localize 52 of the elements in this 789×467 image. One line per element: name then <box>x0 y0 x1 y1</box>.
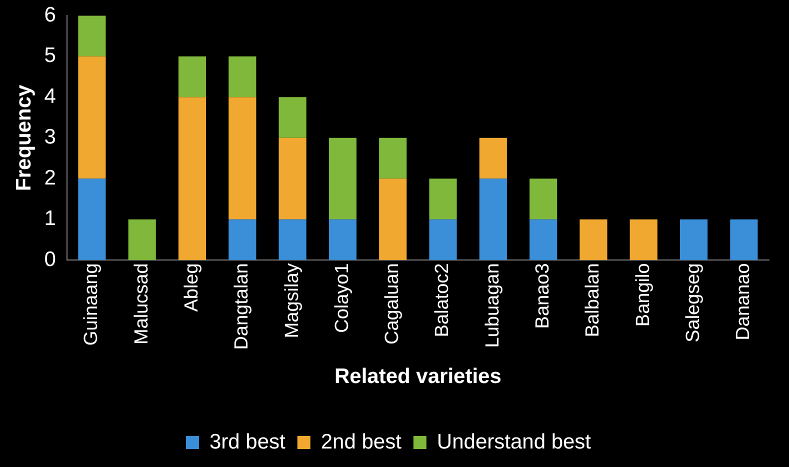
x-tick-label: Balbalan <box>582 263 604 338</box>
bar <box>630 219 658 260</box>
bar <box>228 56 256 98</box>
bar <box>328 138 357 220</box>
y-tick-label: 0 <box>44 248 56 271</box>
bar <box>530 178 558 220</box>
bar <box>328 219 357 260</box>
bar <box>178 97 206 260</box>
y-tick-label: 4 <box>44 84 56 108</box>
bar <box>429 178 457 220</box>
bar <box>278 97 306 138</box>
y-tick-label: 3 <box>44 126 56 149</box>
bar <box>479 178 507 260</box>
bar <box>228 219 256 260</box>
x-tick-label: Dangtalan <box>232 263 253 350</box>
bar <box>228 97 256 220</box>
y-tick-label: 1 <box>44 207 56 230</box>
x-tick-label: Cagaluan <box>382 263 404 345</box>
y-tick-label: 5 <box>44 44 56 68</box>
bar <box>379 138 407 179</box>
x-tick-label: Dananao <box>733 263 754 340</box>
legend-label: 2nd best <box>320 430 402 454</box>
bar <box>730 219 758 260</box>
bar <box>580 219 608 260</box>
x-tick-label: Malucsad <box>131 263 152 345</box>
bar <box>78 178 106 260</box>
x-tick-label: Bangilo <box>632 263 654 327</box>
bar <box>680 219 708 260</box>
bar <box>78 16 106 56</box>
x-tick-label: Magsilay <box>282 262 303 338</box>
x-tick-label: Banao3 <box>532 263 554 329</box>
x-tick-label: Lubuagan <box>482 263 504 348</box>
bar <box>278 138 306 220</box>
x-tick-label: Colayo1 <box>332 263 353 333</box>
legend-label: 3rd best <box>209 430 286 454</box>
y-axis-title: Frequency <box>12 84 36 191</box>
bar <box>178 56 206 98</box>
bar <box>78 56 106 179</box>
bar <box>128 219 156 260</box>
bar <box>278 219 306 260</box>
x-axis-title: Related varieties <box>334 365 502 388</box>
x-tick-label: Balatoc2 <box>432 263 454 338</box>
y-tick-label: 6 <box>44 3 56 26</box>
legend-label: Understand best <box>436 430 592 454</box>
x-tick-label: Ableg <box>181 263 202 312</box>
bar <box>530 219 558 260</box>
bar <box>429 219 457 260</box>
x-tick-label: Guinaang <box>81 263 102 346</box>
bar <box>379 178 407 260</box>
x-tick-label: Salegseg <box>683 263 704 342</box>
bar <box>479 138 507 179</box>
y-tick-label: 2 <box>44 166 56 190</box>
